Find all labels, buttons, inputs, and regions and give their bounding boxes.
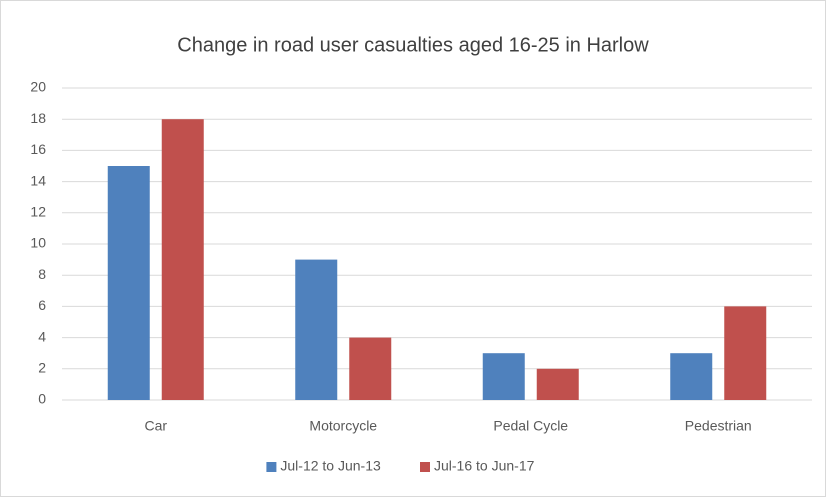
- legend-swatch: [266, 462, 277, 472]
- bar: [670, 353, 713, 400]
- bar: [295, 259, 338, 400]
- bar: [349, 337, 392, 400]
- y-tick-label: 0: [38, 391, 46, 407]
- legend-label: Jul-12 to Jun-13: [280, 458, 381, 474]
- legend-swatch: [420, 462, 430, 472]
- x-tick-label: Pedestrian: [685, 418, 752, 434]
- y-tick-label: 14: [30, 172, 46, 188]
- legend-label: Jul-16 to Jun-17: [434, 458, 535, 474]
- bar: [161, 119, 204, 400]
- bar: [107, 166, 150, 400]
- x-tick-label: Car: [144, 418, 167, 434]
- y-tick-label: 6: [38, 297, 46, 313]
- y-tick-label: 18: [30, 110, 46, 126]
- y-tick-label: 10: [30, 235, 46, 251]
- x-tick-label: Pedal Cycle: [493, 418, 568, 434]
- y-tick-label: 20: [30, 79, 46, 95]
- y-tick-label: 16: [30, 141, 46, 157]
- bar: [482, 353, 525, 400]
- y-tick-label: 12: [30, 204, 46, 220]
- x-tick-label: Motorcycle: [309, 418, 377, 434]
- bar: [536, 368, 579, 400]
- chart-title: Change in road user casualties aged 16-2…: [177, 34, 649, 56]
- bar: [724, 306, 767, 400]
- y-tick-label: 2: [38, 360, 46, 376]
- y-tick-label: 4: [38, 328, 46, 344]
- y-tick-label: 8: [38, 266, 46, 282]
